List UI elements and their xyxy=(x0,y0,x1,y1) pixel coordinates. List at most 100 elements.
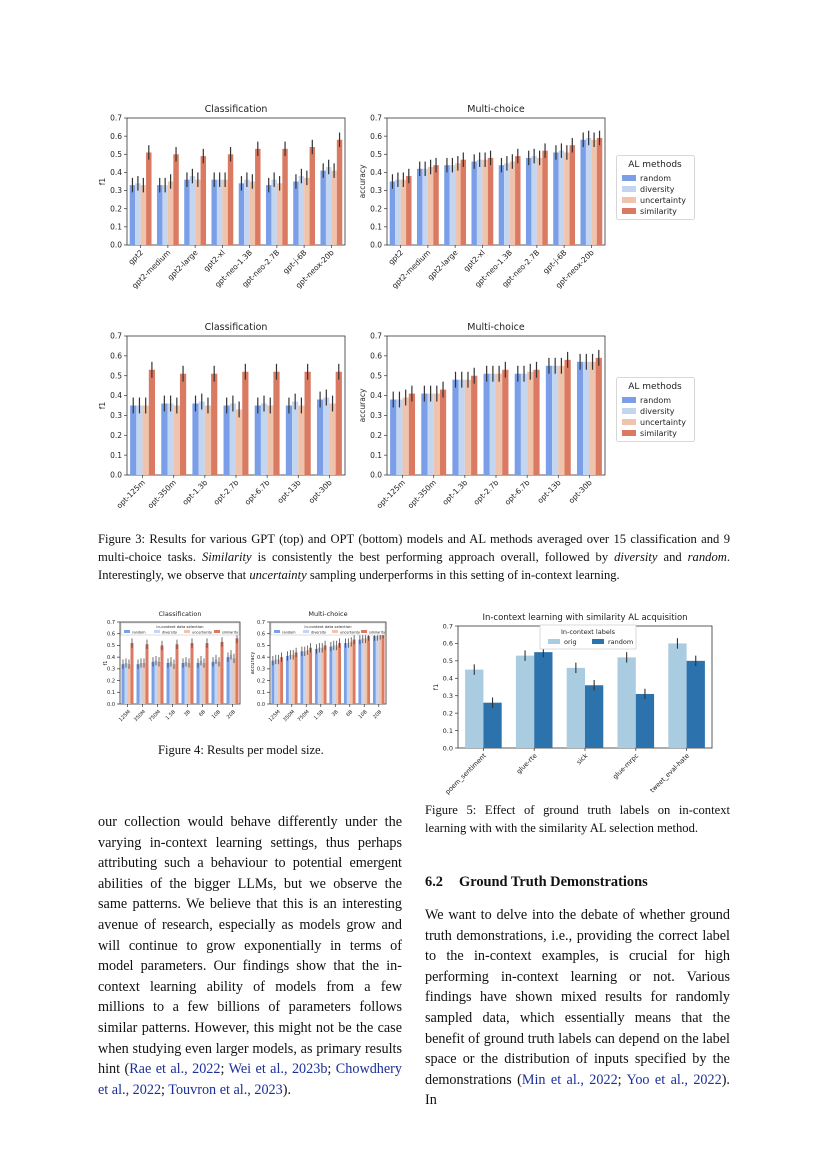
f5-legend-swatch-orig xyxy=(548,639,560,644)
gpt-mc-bar-uncertainty xyxy=(400,179,407,245)
f4-mc-bar-uncertainty xyxy=(349,641,353,704)
opt-mc-bar-random xyxy=(483,373,490,475)
gpt-cls-bar-similarity xyxy=(282,148,288,245)
f4-cls-bar-similarity xyxy=(130,643,134,704)
f4-mc-bar-similarity xyxy=(367,636,371,704)
f4-cls-category-label: 350M xyxy=(133,709,147,723)
f4-mc-ytick-label: 0.7 xyxy=(257,620,265,626)
f4-cls-bar-random xyxy=(181,663,185,704)
citation-wei[interactable]: Wei et al., 2023b xyxy=(228,1061,328,1078)
f4-mc-bar-diversity xyxy=(361,638,365,704)
f4-cls-bar-diversity xyxy=(199,660,203,704)
f4-cls-bar-uncertainty xyxy=(172,664,176,704)
opt-mc-title: Multi-choice xyxy=(467,322,525,333)
opt-cls-bar-uncertainty xyxy=(267,405,274,475)
gpt-mc-bar-random xyxy=(389,181,396,245)
gpt-mc-ytick-label: 0.2 xyxy=(370,204,382,213)
f4-cls-ytick-label: 0.6 xyxy=(107,631,115,637)
f4-cls-bar-uncertainty xyxy=(202,663,206,704)
f5-ytick-label: 0.5 xyxy=(443,657,453,665)
gpt-cls-ytick-label: 0.7 xyxy=(110,114,122,123)
citation-chowdhery[interactable]: Chowdhery et al., 2022 xyxy=(98,1061,402,1098)
f4-cls-bar-random xyxy=(166,663,170,704)
f4-mc-category-label: 1.5B xyxy=(313,709,326,722)
f4-cls-bar-random xyxy=(151,661,155,704)
f4-mc-bar-random xyxy=(300,651,304,704)
opt-mc-bar-similarity xyxy=(533,369,540,475)
opt-cls-bar-random xyxy=(192,403,199,475)
f4-cls-ytick-label: 0.0 xyxy=(107,702,115,708)
gpt-cls-bar-random xyxy=(293,181,299,245)
gpt-multichoice-chart: Multi-choice 0.0 0.1 0.2 0.3 0.4 0.5 0.6 0.7 accu… xyxy=(358,104,606,290)
opt-cls-ytick-label: 0.7 xyxy=(110,332,122,341)
f4-cls-mini-label-uncertainty: uncertainty xyxy=(192,631,212,635)
gpt-mc-bar-similarity xyxy=(515,156,521,245)
f4-cls-ytick-label: 0.3 xyxy=(107,667,115,673)
f4-cls-title: Classification xyxy=(158,610,201,618)
top-legend-label-diversity: diversity xyxy=(640,185,675,194)
gpt-cls-bar-uncertainty xyxy=(276,183,283,245)
gpt-cls-bar-diversity xyxy=(244,179,250,245)
citation-min[interactable]: Min et al., 2022 xyxy=(521,1071,618,1088)
citation-yoo[interactable]: Yoo et al., 2022 xyxy=(626,1071,722,1088)
opt-mc-bar-similarity xyxy=(408,393,416,475)
bot-legend-swatch-diversity xyxy=(622,408,636,414)
opt-mc-bar-random xyxy=(390,399,397,475)
opt-cls-ytick-label: 0.4 xyxy=(110,391,122,400)
figure3-caption: Figure 3: Results for various GPT (top) … xyxy=(98,532,730,582)
citation-touvron[interactable]: Touvron et al., 2023 xyxy=(168,1081,283,1098)
f4-cls-axes-frame xyxy=(119,621,241,705)
f4-mc-ytick-label: 0.3 xyxy=(257,667,265,673)
opt-cls-ytick-label: 0.0 xyxy=(110,471,122,480)
gpt-cls-bar-diversity xyxy=(135,183,141,245)
opt-mc-bar-similarity xyxy=(595,357,602,475)
gpt-mc-bar-uncertainty xyxy=(591,139,597,245)
f4-mc-bar-diversity xyxy=(375,636,379,704)
gpt-mc-bar-random xyxy=(525,157,532,245)
opt-mc-bar-diversity xyxy=(520,373,528,475)
opt-cls-ytick-label: 0.1 xyxy=(110,451,122,460)
f4-mc-bar-random xyxy=(329,646,333,704)
bot-legend-label-uncertainty: uncertainty xyxy=(640,418,686,427)
f4-mc-ytick-label: 0.0 xyxy=(257,702,265,708)
gpt-cls-bar-diversity xyxy=(298,176,305,245)
f5-legend-label-orig: orig xyxy=(564,638,577,646)
f4-mc-ytick-label: 0.4 xyxy=(257,655,265,661)
f4-mc-title: Multi-choice xyxy=(308,610,347,618)
f5-ytick-label: 0.6 xyxy=(443,640,453,648)
f5-ytick-label: 0.3 xyxy=(443,692,453,700)
f4-mc-category-label: 6B xyxy=(345,709,354,718)
gpt-cls-bar-random xyxy=(238,183,245,245)
top-legend-label-uncertainty: uncertainty xyxy=(640,196,686,205)
opt-cls-ytick-label: 0.2 xyxy=(110,431,122,440)
opt-mc-bar-uncertainty xyxy=(496,373,503,475)
f5-category-label: tweet_eval-hate xyxy=(648,752,691,795)
gpt-mc-ytick-label: 0.3 xyxy=(370,186,382,195)
al-legend-bottom: AL methods random diversity uncertainty simi… xyxy=(616,377,696,443)
opt-cls-bar-random xyxy=(254,405,261,475)
opt-cls-bar-similarity xyxy=(179,373,187,475)
opt-mc-category-label: opt-13b xyxy=(536,478,563,505)
opt-cls-bar-similarity xyxy=(211,373,218,475)
gpt-mc-bar-diversity xyxy=(531,156,537,245)
gpt-mc-ytick-label: 0.6 xyxy=(370,132,382,141)
f4-cls-category-label: 750M xyxy=(148,709,162,723)
gpt-mc-bar-random xyxy=(416,168,423,245)
figure3-gpt-multichoice: Multi-choice 0.0 0.1 0.2 0.3 0.4 0.5 0.6 0.7 accu… xyxy=(355,100,615,300)
f4-mc-bar-diversity xyxy=(317,647,321,704)
gpt-cls-bar-random xyxy=(184,179,190,245)
top-legend-label-random: random xyxy=(640,174,671,183)
opt-mc-bar-uncertainty xyxy=(589,361,596,475)
f4-cls-bar-uncertainty xyxy=(232,658,236,704)
opt-cls-bar-diversity xyxy=(260,403,268,475)
gpt-mc-category-label: gpt2-xl xyxy=(462,248,487,273)
gpt-mc-bar-random xyxy=(553,152,559,245)
top-legend-label-similarity: similarity xyxy=(640,207,677,216)
gpt-cls-bar-uncertainty xyxy=(304,177,310,245)
figure4-caption: Figure 4: Results per model size. xyxy=(158,743,324,757)
opt-mc-bar-diversity xyxy=(583,361,590,475)
left-column-text: our collection would behave differently … xyxy=(98,814,402,1098)
gpt-cls-bar-random xyxy=(265,185,272,245)
figure4-multichoice: Multi-choice 0.0 0.1 0.2 0.3 0.4 0.5 0.6 0.7 accu… xyxy=(246,610,392,730)
citation-rae[interactable]: Rae et al., 2022 xyxy=(129,1061,221,1078)
